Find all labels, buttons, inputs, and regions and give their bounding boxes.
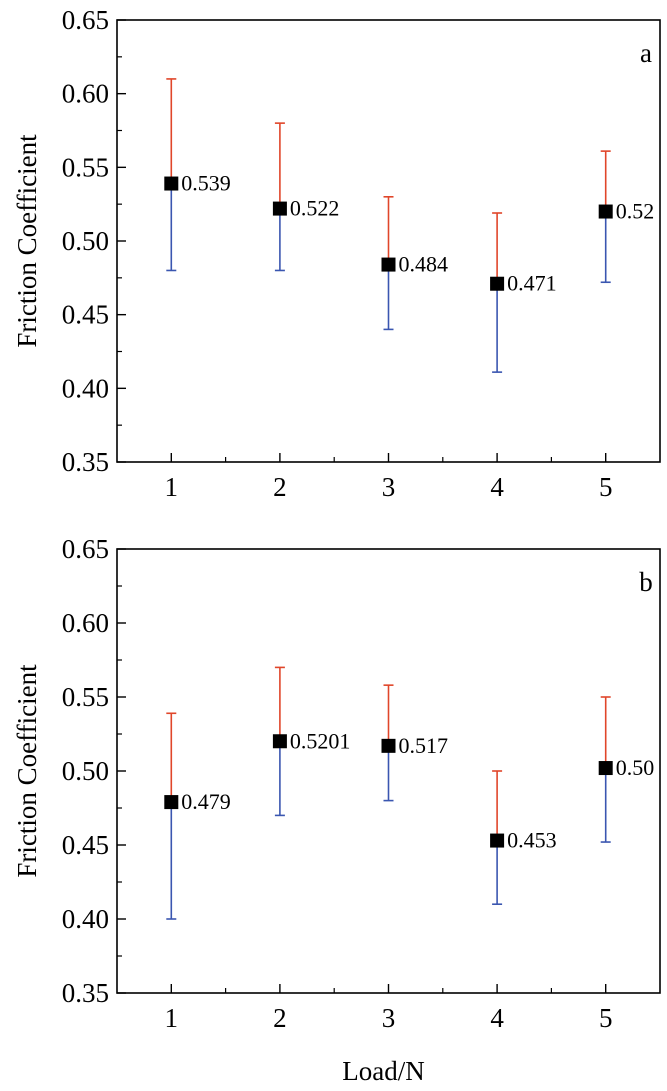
y-tick-label: 0.50 — [62, 226, 109, 256]
x-tick-label: 3 — [382, 1003, 396, 1033]
y-tick-label: 0.40 — [62, 373, 109, 403]
y-tick-label: 0.60 — [62, 608, 109, 638]
y-tick-label: 0.45 — [62, 300, 109, 330]
x-tick-label: 4 — [490, 472, 504, 502]
data-value-label: 0.517 — [399, 733, 449, 758]
data-point-marker — [490, 833, 505, 848]
x-tick-label: 5 — [599, 1003, 613, 1033]
panel-label: b — [639, 567, 653, 597]
data-value-label: 0.479 — [181, 789, 231, 814]
data-value-label: 0.539 — [181, 171, 231, 196]
y-axis-title: Friction Coefficient — [12, 664, 42, 878]
x-tick-label: 2 — [273, 472, 287, 502]
data-point-marker — [272, 201, 287, 216]
panel-a: 0.35 0.40 0.45 0.50 0.55 0.60 0.65 1 2 3 4 5 Frictio… — [12, 5, 661, 502]
x-tick-label: 5 — [599, 472, 613, 502]
y-tick-label: 0.35 — [62, 447, 109, 477]
data-value-label: 0.453 — [507, 828, 556, 853]
x-tick-label: 3 — [382, 472, 396, 502]
data-point-marker — [381, 738, 396, 753]
data-point-marker — [272, 734, 287, 749]
x-tick-label: 4 — [490, 1003, 504, 1033]
y-tick-label: 0.55 — [62, 682, 109, 712]
panel-label: a — [640, 38, 652, 68]
x-tick-label: 1 — [165, 1003, 179, 1033]
y-tick-label: 0.40 — [62, 904, 109, 934]
data-point-marker — [490, 276, 505, 291]
data-value-label: 0.484 — [399, 252, 449, 277]
data-value-label: 0.5201 — [290, 728, 351, 753]
data-value-label: 0.522 — [290, 196, 340, 221]
data-value-label: 0.50 — [616, 755, 655, 780]
y-tick-label: 0.50 — [62, 756, 109, 786]
x-tick-label: 1 — [165, 472, 179, 502]
data-point-marker — [598, 761, 613, 776]
y-tick-label: 0.65 — [62, 534, 109, 564]
panel-b: 0.35 0.40 0.45 0.50 0.55 0.60 0.65 1 2 3 4 5 Frictio… — [12, 534, 661, 1086]
data-point-marker — [598, 204, 613, 219]
x-tick-label: 2 — [273, 1003, 287, 1033]
x-axis-title: Load/N — [342, 1056, 424, 1086]
y-tick-label: 0.35 — [62, 978, 109, 1008]
y-axis-title: Friction Coefficient — [12, 134, 42, 348]
y-tick-label: 0.65 — [62, 5, 109, 35]
data-point-marker — [381, 257, 396, 272]
y-tick-label: 0.55 — [62, 152, 109, 182]
data-point-marker — [164, 176, 179, 191]
data-point-marker — [164, 795, 179, 810]
y-tick-label: 0.60 — [62, 79, 109, 109]
y-tick-label: 0.45 — [62, 830, 109, 860]
data-value-label: 0.471 — [507, 271, 556, 296]
data-value-label: 0.52 — [616, 199, 655, 224]
